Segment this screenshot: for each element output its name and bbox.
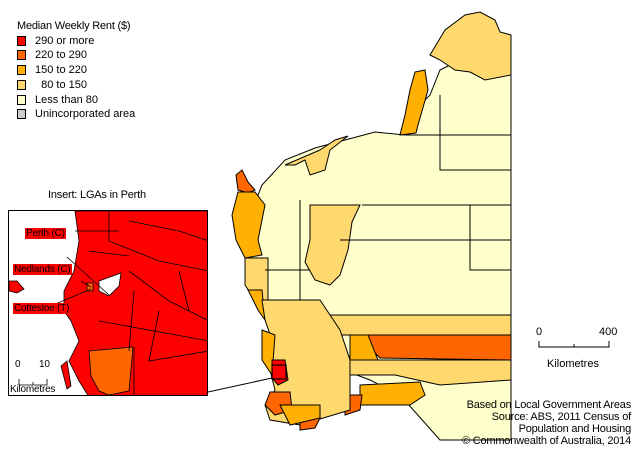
credit-line-3: Population and Housing [518, 423, 632, 435]
main-scale-start: 0 [536, 326, 543, 338]
legend-item-unincorporated: Unincorporated area [17, 107, 135, 121]
perth-insert-map: Perth (C) Nedlands (C) Cottesloe (T) 0 1… [8, 210, 208, 396]
region-carnarvon [231, 191, 266, 259]
region-goldfields-orange [364, 334, 512, 361]
legend-label: 80 to 150 [35, 79, 87, 91]
credit-line-4: © Commonwealth of Australia, 2014 [461, 435, 631, 447]
insert-scale-end: 10 [39, 359, 50, 370]
region-coast-band [284, 135, 349, 176]
legend-label: Less than 80 [35, 94, 98, 106]
credit-line-1: Based on Local Government Areas [466, 399, 632, 411]
insert-scale-start: 0 [15, 359, 21, 370]
legend-label: 290 or more [35, 35, 95, 47]
main-scale-unit: Kilometres [547, 358, 599, 370]
legend-item-less-than-80: Less than 80 [17, 93, 98, 107]
insert-title: Insert: LGAs in Perth [48, 189, 146, 201]
legend-item-150-220: 150 to 220 [17, 63, 87, 77]
perth-insert-svg [9, 211, 207, 395]
label-nedlands: Nedlands (C) [13, 264, 72, 275]
legend-title: Median Weekly Rent ($) [17, 20, 131, 32]
region-goldfields-upper [324, 314, 512, 336]
legend-label: 220 to 290 [35, 49, 87, 61]
insert-scale-unit: Kilometres [10, 384, 56, 395]
region-central [304, 204, 361, 286]
legend-item-220-290: 220 to 290 [17, 48, 87, 62]
swatch-80-150 [17, 80, 26, 90]
swatch-220-290 [17, 50, 26, 60]
region-exmouth [235, 169, 256, 194]
region-kimberley [429, 11, 512, 81]
swatch-unincorporated [17, 109, 26, 119]
legend-item-80-150: 80 to 150 [17, 78, 87, 92]
legend-label: 150 to 220 [35, 64, 87, 76]
label-perth: Perth (C) [25, 228, 66, 239]
region-esperance [359, 381, 426, 406]
region-broome [399, 69, 429, 136]
swatch-290-or-more [17, 36, 26, 46]
legend-item-290-or-more: 290 or more [17, 34, 94, 48]
main-scale-end: 400 [599, 326, 618, 338]
credit-line-2: Source: ABS, 2011 Census of [491, 411, 632, 423]
label-cottesloe: Cottesloe (T) [13, 303, 71, 314]
swatch-150-220 [17, 65, 26, 75]
swatch-less-than-80 [17, 95, 26, 105]
legend-label: Unincorporated area [35, 108, 136, 120]
region-sw-south [279, 404, 321, 426]
